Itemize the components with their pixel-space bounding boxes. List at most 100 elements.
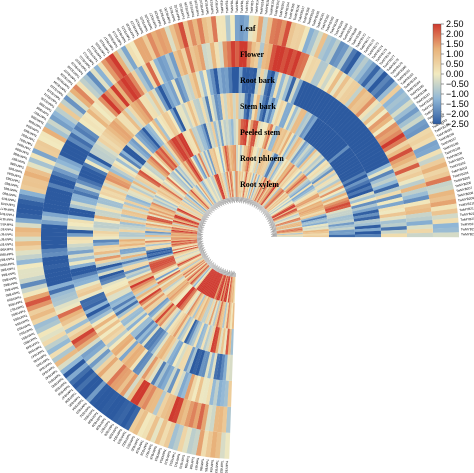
heat-cell [244, 145, 251, 172]
tree-branch [271, 226, 276, 229]
heat-cell [171, 229, 198, 234]
heat-cell [15, 240, 42, 247]
heat-cell [60, 98, 84, 119]
heat-cell [86, 155, 111, 171]
heat-cell [216, 275, 226, 301]
heat-cell [126, 191, 152, 204]
heat-cell [122, 147, 145, 166]
gene-label: TwMYB80 [2, 191, 17, 198]
heat-cell [320, 187, 346, 201]
gene-label: TwMYB42 [44, 369, 58, 381]
heat-cell [174, 214, 200, 225]
tree-branch [255, 203, 259, 208]
heat-cell [341, 170, 367, 186]
heat-cell [93, 221, 120, 227]
heat-cell [121, 109, 142, 132]
heat-cell [144, 386, 161, 412]
heat-cell [28, 303, 55, 317]
tree-branch [208, 260, 213, 265]
gene-label: TwMYB160 [311, 10, 320, 27]
tree-branch [201, 253, 208, 257]
heat-cell [182, 161, 199, 184]
heat-cell [69, 131, 94, 150]
heat-cell [110, 333, 133, 354]
heat-cell [246, 173, 255, 199]
heat-cell [258, 181, 275, 204]
heat-cell [66, 321, 92, 338]
heat-cell [263, 96, 273, 123]
heat-cell [355, 140, 379, 158]
heat-cell [428, 189, 455, 200]
heat-cell [150, 203, 176, 215]
gene-label: TwMYB158 [302, 7, 311, 24]
heat-cell [158, 420, 172, 447]
heat-cell [167, 396, 181, 422]
heat-cell [190, 321, 203, 347]
heat-cell [244, 119, 249, 146]
heat-cell [70, 267, 98, 277]
tree-branch [197, 227, 202, 230]
tree-branch [205, 212, 211, 217]
heat-cell [167, 80, 182, 106]
heat-cell [260, 184, 278, 206]
heat-cell [95, 257, 122, 265]
heat-cell [43, 202, 70, 212]
heat-cell [344, 84, 365, 108]
heat-cell [141, 94, 160, 118]
heat-cell [269, 126, 281, 152]
heat-cell [79, 168, 106, 183]
heat-cell [293, 51, 306, 78]
heat-cell [399, 178, 426, 190]
heat-cell [180, 201, 204, 217]
heat-cell [222, 172, 229, 199]
heat-cell [411, 135, 437, 152]
heat-cell [158, 305, 178, 327]
heat-cell [394, 162, 420, 176]
heat-cell [350, 197, 377, 207]
tree-branch [251, 200, 254, 205]
heat-cell [280, 103, 294, 129]
heat-cell [275, 220, 302, 228]
heat-cell [132, 180, 157, 195]
heat-cell [230, 145, 234, 172]
heat-cell [274, 213, 300, 224]
heat-cell [204, 150, 216, 176]
heat-cell [152, 301, 173, 322]
tree-branch [255, 202, 258, 207]
gene-label: TwMYB208 [457, 191, 474, 198]
heat-cell [94, 254, 121, 262]
heat-cell [328, 226, 355, 232]
gene-label: TwMYB74 [0, 222, 13, 227]
heat-cell [338, 79, 358, 103]
heat-cell [164, 277, 187, 296]
heat-cell [67, 221, 94, 228]
heat-cell [250, 146, 258, 173]
heat-cell [432, 232, 460, 238]
heat-cell [318, 182, 344, 197]
heat-cell [113, 82, 133, 105]
heat-cell [238, 93, 242, 120]
gene-label: TwMYB24 [112, 428, 123, 443]
heat-cell [354, 224, 381, 230]
heat-cell [207, 272, 220, 297]
heat-cell [284, 76, 297, 103]
heat-cell [378, 128, 403, 147]
heat-cell [170, 312, 187, 336]
heat-cell [136, 321, 157, 343]
heat-cell [115, 299, 139, 317]
heat-cell [201, 351, 211, 378]
heat-cell [171, 243, 198, 250]
heat-cell [248, 93, 255, 120]
heat-cell [421, 161, 448, 175]
heat-cell [161, 274, 184, 291]
gene-label: TwMYB197 [440, 136, 457, 146]
heat-cell [125, 196, 151, 208]
heat-cell [193, 266, 212, 288]
heat-cell [380, 233, 408, 238]
heat-cell [44, 333, 69, 352]
tree-branch [199, 222, 204, 225]
heat-cell [223, 119, 229, 146]
heat-cell [258, 180, 273, 204]
heat-cell [237, 145, 241, 172]
heat-cell [53, 297, 80, 312]
